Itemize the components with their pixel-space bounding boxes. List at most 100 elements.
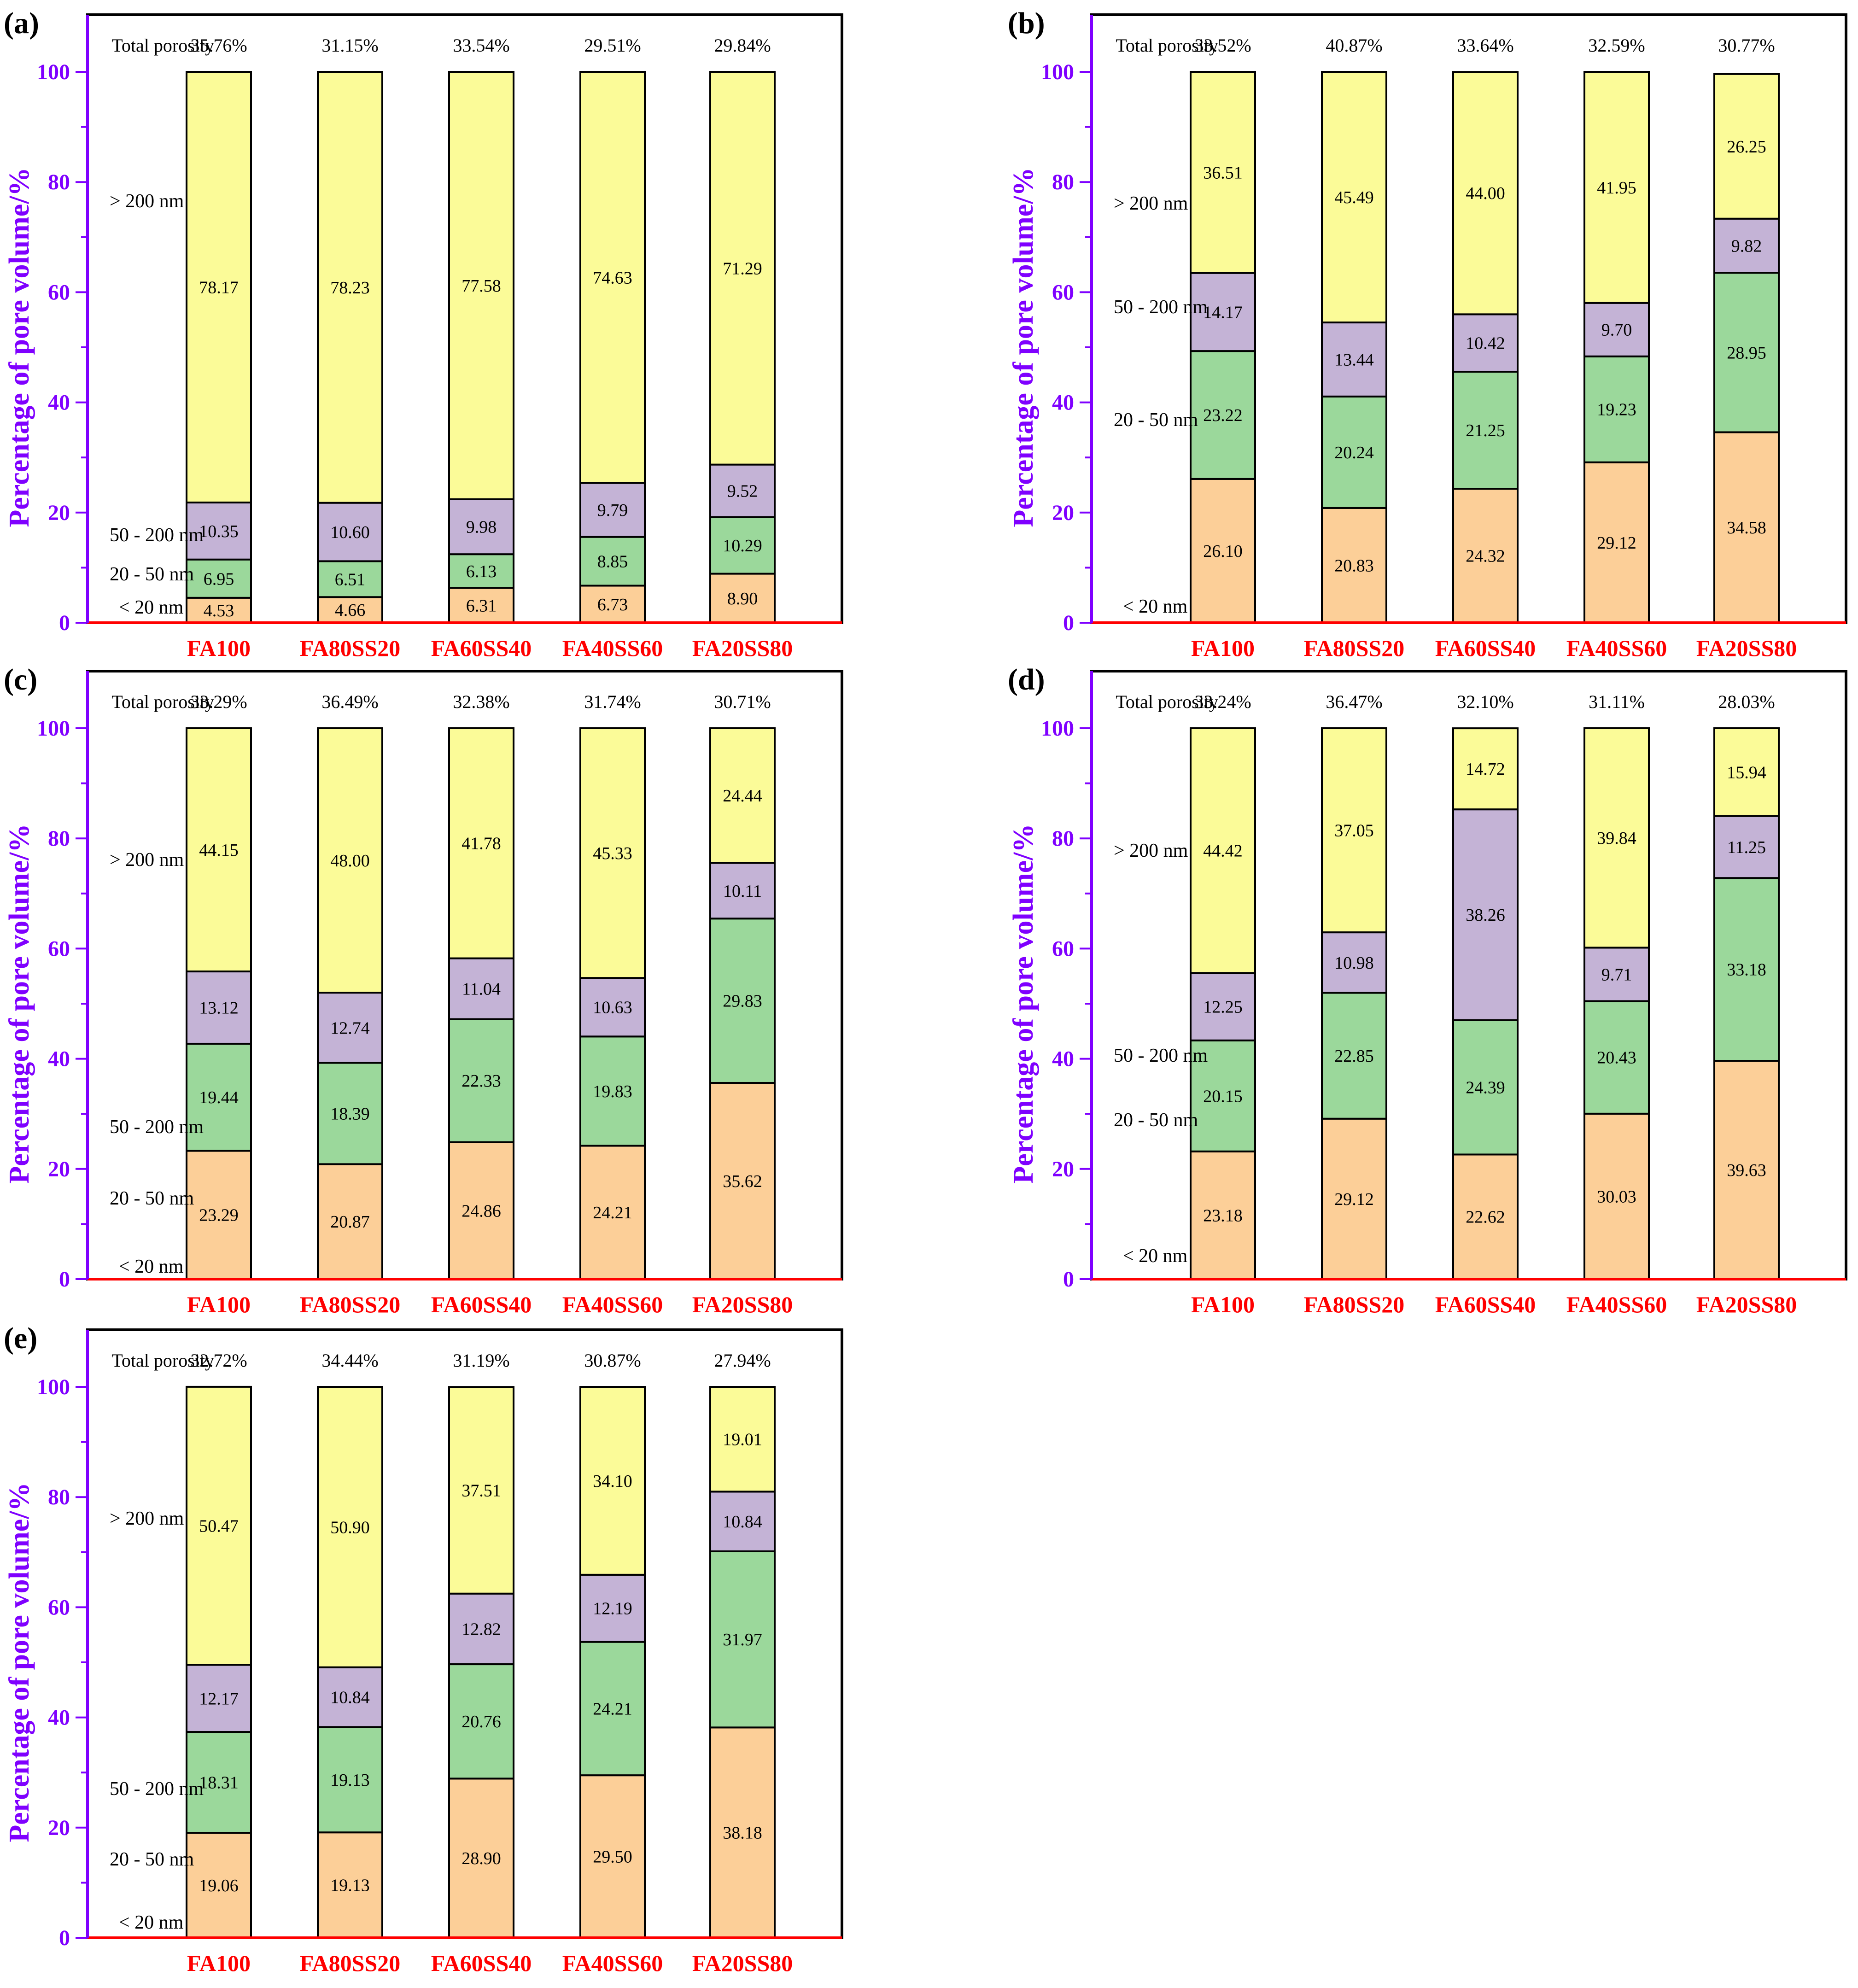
x-tick-label: FA60SS40 bbox=[431, 1950, 532, 1976]
bar-segment-p20_50 bbox=[186, 1731, 252, 1834]
data-label: 10.29 bbox=[723, 536, 762, 555]
data-label: 39.84 bbox=[1597, 829, 1636, 848]
data-label: 6.51 bbox=[335, 570, 366, 589]
y-tick-label: 0 bbox=[59, 1267, 70, 1292]
size-range-label-p50_200: 50 - 200 nm bbox=[110, 1117, 204, 1138]
data-label: 10.60 bbox=[330, 523, 370, 542]
bar-segment-p20_50 bbox=[1713, 272, 1780, 433]
total-porosity-value: 32.10% bbox=[1457, 691, 1513, 712]
data-label: 24.86 bbox=[462, 1201, 501, 1221]
y-tick-label: 20 bbox=[48, 1816, 70, 1840]
data-label: 20.43 bbox=[1597, 1048, 1636, 1068]
total-porosity-value: 30.77% bbox=[1718, 35, 1775, 56]
bar-segment-p20_50 bbox=[709, 918, 776, 1084]
data-label: 74.63 bbox=[593, 268, 632, 287]
bar-segment-lt20 bbox=[1713, 1060, 1780, 1280]
x-tick-label: FA100 bbox=[1191, 1292, 1255, 1317]
x-tick-label: FA60SS40 bbox=[431, 1292, 532, 1317]
bar-segment-gt200 bbox=[709, 71, 776, 466]
data-label: 71.29 bbox=[723, 259, 762, 278]
bar-segment-gt200 bbox=[579, 727, 646, 979]
bar-segment-gt200 bbox=[186, 727, 252, 973]
data-label: 22.33 bbox=[462, 1071, 501, 1091]
size-range-label-p50_200: 50 - 200 nm bbox=[1114, 1045, 1208, 1066]
bar-segment-p50_200 bbox=[1321, 322, 1387, 398]
data-label: 18.39 bbox=[330, 1104, 370, 1123]
data-label: 10.84 bbox=[330, 1688, 370, 1707]
total-porosity-value: 28.03% bbox=[1718, 691, 1775, 712]
bar-segment-p20_50 bbox=[317, 1062, 383, 1165]
data-label: 29.12 bbox=[1334, 1190, 1374, 1209]
bar-segment-p50_200 bbox=[709, 862, 776, 920]
y-tick-label: 0 bbox=[1063, 1267, 1074, 1292]
bar-segment-p20_50 bbox=[448, 553, 514, 589]
data-label: 38.26 bbox=[1466, 906, 1505, 925]
data-label: 9.70 bbox=[1601, 321, 1632, 340]
bar-segment-p50_200 bbox=[1713, 815, 1780, 879]
bar-segment-p20_50 bbox=[1190, 1039, 1256, 1152]
total-porosity-value: 32.72% bbox=[190, 1350, 247, 1371]
data-label: 29.83 bbox=[723, 992, 762, 1011]
data-label: 19.13 bbox=[330, 1771, 370, 1790]
data-label: 9.82 bbox=[1731, 236, 1762, 256]
total-porosity-value: 31.11% bbox=[1589, 691, 1645, 712]
y-tick-label: 80 bbox=[48, 826, 70, 851]
bar-segment-gt200 bbox=[579, 1386, 646, 1576]
total-porosity-value: 36.47% bbox=[1326, 691, 1382, 712]
y-tick-label: 60 bbox=[48, 936, 70, 961]
data-label: 10.84 bbox=[723, 1512, 762, 1532]
data-label: 20.87 bbox=[330, 1212, 370, 1232]
data-label: 29.12 bbox=[1597, 533, 1636, 553]
bar-segment-gt200 bbox=[448, 71, 514, 500]
bar-segment-gt200 bbox=[317, 727, 383, 994]
bar-segment-p50_200 bbox=[448, 957, 514, 1020]
bar-segment-gt200 bbox=[1583, 727, 1650, 949]
y-tick-label: 0 bbox=[59, 1926, 70, 1950]
data-label: 10.63 bbox=[593, 998, 632, 1017]
bar-segment-p50_200 bbox=[186, 971, 252, 1045]
data-label: 6.31 bbox=[466, 596, 497, 615]
data-label: 12.17 bbox=[199, 1689, 239, 1708]
bar-segment-gt200 bbox=[1713, 73, 1780, 220]
data-label: 13.44 bbox=[1334, 350, 1374, 369]
bar-segment-p20_50 bbox=[1583, 1000, 1650, 1115]
total-porosity-value: 32.38% bbox=[453, 691, 509, 712]
bar-segment-lt20 bbox=[448, 1778, 514, 1939]
bar-segment-gt200 bbox=[448, 1386, 514, 1595]
bar-segment-p20_50 bbox=[186, 558, 252, 599]
x-tick-label: FA40SS60 bbox=[1566, 1292, 1667, 1317]
x-tick-label: FA100 bbox=[187, 1292, 251, 1317]
y-tick-label: 60 bbox=[1052, 936, 1074, 961]
bar-segment-gt200 bbox=[1713, 727, 1780, 817]
x-tick-label: FA100 bbox=[187, 635, 251, 661]
y-tick-label: 40 bbox=[48, 391, 70, 415]
y-tick-label: 60 bbox=[1052, 280, 1074, 304]
y-axis-title: Percentage of pore volume/% bbox=[4, 1482, 35, 1842]
x-tick-label: FA40SS60 bbox=[1566, 635, 1667, 661]
data-label: 45.33 bbox=[593, 844, 632, 863]
bar-segment-p50_200 bbox=[1190, 972, 1256, 1041]
bar-segment-lt20 bbox=[1321, 1117, 1387, 1280]
x-tick-label: FA20SS80 bbox=[692, 1292, 793, 1317]
total-porosity-value: 32.59% bbox=[1588, 35, 1645, 56]
y-tick-label: 0 bbox=[1063, 611, 1074, 635]
data-label: 20.76 bbox=[462, 1712, 501, 1731]
data-label: 24.44 bbox=[723, 786, 762, 806]
data-label: 10.35 bbox=[199, 522, 239, 541]
bar-segment-p20_50 bbox=[1321, 992, 1387, 1120]
data-label: 37.05 bbox=[1334, 821, 1374, 841]
total-porosity-value: 31.19% bbox=[453, 1350, 509, 1371]
size-range-label-gt200: > 200 nm bbox=[1114, 193, 1188, 214]
x-tick-label: FA60SS40 bbox=[431, 635, 532, 661]
data-label: 9.71 bbox=[1601, 965, 1632, 984]
bar-segment-p50_200 bbox=[579, 1573, 646, 1643]
data-label: 44.15 bbox=[199, 841, 239, 860]
total-porosity-label: Total porosity bbox=[1116, 691, 1218, 712]
data-label: 10.42 bbox=[1466, 334, 1505, 353]
bar-segment-p50_200 bbox=[709, 1491, 776, 1553]
y-axis-title: Percentage of pore volume/% bbox=[4, 824, 35, 1183]
x-tick-label: FA80SS20 bbox=[300, 635, 401, 661]
bar-segment-p20_50 bbox=[317, 1726, 383, 1834]
data-label: 38.18 bbox=[723, 1824, 762, 1843]
